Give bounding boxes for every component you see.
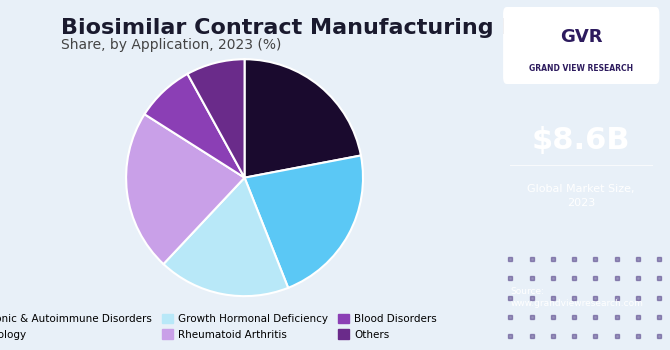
Text: Share, by Application, 2023 (%): Share, by Application, 2023 (%) <box>61 38 281 52</box>
Legend: Chronic & Autoimmune Disorders, Oncology, Growth Hormonal Deficiency, Rheumatoid: Chronic & Autoimmune Disorders, Oncology… <box>0 311 440 343</box>
Text: GRAND VIEW RESEARCH: GRAND VIEW RESEARCH <box>529 64 633 73</box>
Wedge shape <box>188 59 245 178</box>
Text: GVR: GVR <box>560 28 602 46</box>
Wedge shape <box>163 178 288 296</box>
FancyBboxPatch shape <box>503 7 659 84</box>
Text: Global Market Size,
2023: Global Market Size, 2023 <box>527 184 635 208</box>
Wedge shape <box>245 59 361 178</box>
Text: Biosimilar Contract Manufacturing Market: Biosimilar Contract Manufacturing Market <box>61 18 590 38</box>
Wedge shape <box>126 114 245 264</box>
Text: Source:
www.grandviewresearch.com: Source: www.grandviewresearch.com <box>511 287 643 308</box>
Wedge shape <box>145 74 245 178</box>
Text: $8.6B: $8.6B <box>532 126 630 154</box>
Wedge shape <box>245 155 363 288</box>
